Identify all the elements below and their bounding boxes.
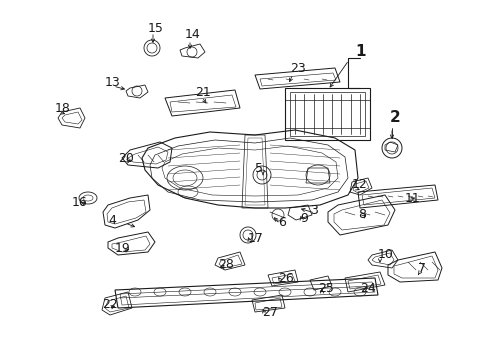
- Text: 21: 21: [195, 85, 210, 99]
- Text: 4: 4: [108, 213, 116, 226]
- Text: 5: 5: [254, 162, 263, 175]
- Text: 16: 16: [72, 195, 87, 208]
- Text: 14: 14: [184, 28, 201, 41]
- Text: 25: 25: [317, 282, 333, 294]
- Text: 12: 12: [351, 179, 367, 192]
- Text: 2: 2: [389, 111, 400, 126]
- Text: 7: 7: [417, 261, 425, 274]
- Text: 18: 18: [55, 102, 71, 114]
- Text: 24: 24: [359, 282, 375, 294]
- Text: 22: 22: [102, 298, 118, 311]
- Text: 27: 27: [262, 306, 277, 319]
- Text: 13: 13: [105, 76, 121, 89]
- Text: 8: 8: [357, 208, 365, 221]
- Text: 11: 11: [404, 192, 420, 204]
- Text: 1: 1: [354, 45, 365, 59]
- Text: 20: 20: [118, 152, 134, 165]
- Text: 19: 19: [115, 242, 130, 255]
- Text: 3: 3: [309, 203, 317, 216]
- Text: 17: 17: [247, 231, 264, 244]
- Text: 28: 28: [218, 258, 233, 271]
- Text: 9: 9: [299, 211, 307, 225]
- Text: 10: 10: [377, 248, 393, 261]
- Text: 6: 6: [278, 216, 285, 229]
- Text: 23: 23: [289, 62, 305, 75]
- Text: 26: 26: [278, 271, 293, 284]
- Text: 15: 15: [148, 22, 163, 35]
